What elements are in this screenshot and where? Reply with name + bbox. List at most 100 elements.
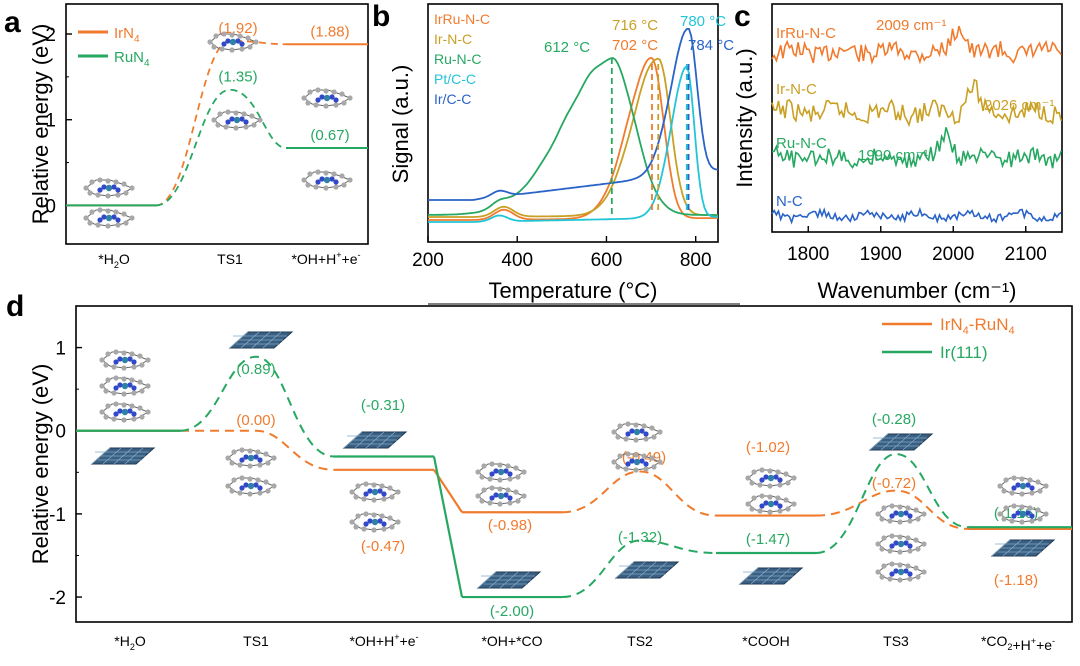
series-label: N-C — [776, 193, 803, 210]
x-tick-label: 600 — [591, 250, 623, 271]
series-label: Ir-N-C — [776, 81, 817, 98]
peak-label: 2026 cm⁻¹ — [984, 97, 1054, 114]
energy-value-label: (1.92) — [218, 20, 257, 37]
x-tick-label: 2000 — [932, 244, 974, 265]
panel-b-frame — [427, 3, 719, 243]
panel-a-y-axis-label: Relative energy (eV) — [28, 24, 53, 225]
molecule-icon — [82, 176, 136, 200]
molecule-icon — [348, 510, 402, 534]
energy-value-label: (0.89) — [236, 361, 275, 378]
legend-label: Ru-N-C — [434, 51, 481, 67]
y-tick-label: -2 — [49, 588, 66, 609]
panel-a-frame — [65, 3, 369, 245]
panel-letter-b: b — [372, 0, 390, 33]
molecule-icon — [874, 502, 928, 526]
reaction-path — [155, 39, 287, 207]
panel-c-y-axis-label: Intensity (a.u.) — [732, 48, 757, 187]
energy-value-label: (-1.18) — [994, 572, 1038, 589]
panel-a: 0 1 2 Relative energy (eV) *H2O TS1 *OH+H++e… — [28, 3, 369, 270]
category-label: TS1 — [243, 633, 269, 649]
y-tick-label: 1 — [55, 339, 66, 360]
x-tick-label: 1800 — [787, 244, 829, 265]
y-tick-label: -1 — [49, 505, 66, 526]
energy-value-label: (-0.28) — [872, 411, 916, 428]
energy-value-label: (-0.47) — [361, 538, 405, 555]
molecule-icon — [744, 466, 798, 490]
reaction-path — [179, 355, 335, 458]
category-label: TS3 — [883, 633, 909, 649]
panel-d: -2 -1 0 1 Relative energy (eV) *H2O TS1 *OH+H… — [28, 305, 1073, 653]
molecule-icon — [474, 484, 528, 508]
y-tick-label: 1 — [45, 111, 56, 132]
peak-label: 784 °C — [688, 37, 734, 54]
legend-label-irn4: IrN4 — [114, 25, 140, 45]
category-label: *OH+*CO — [481, 633, 542, 649]
molecule-icon — [98, 348, 152, 372]
panel-d-y-axis-label: Relative energy (eV) — [28, 364, 53, 565]
tpd-curve — [428, 64, 719, 223]
energy-value-label: (-1.02) — [746, 439, 790, 456]
legend-label-ir111: Ir(111) — [940, 343, 988, 362]
energy-value-label: (-0.98) — [488, 517, 532, 534]
reaction-path — [561, 470, 717, 517]
panel-letter-c: c — [734, 0, 751, 33]
category-label: *OH+H++e- — [349, 632, 418, 649]
molecule-icon — [996, 474, 1050, 498]
molecule-icon — [874, 532, 928, 556]
peak-label: 716 °C — [612, 17, 658, 34]
molecule-icon — [874, 560, 928, 584]
panel-letter-d: d — [6, 290, 24, 323]
ir-spectrum — [771, 25, 1062, 66]
slab-icon — [991, 539, 1055, 557]
x-tick-label: 2100 — [1005, 244, 1047, 265]
slab-icon — [91, 447, 155, 465]
panel-d-legend: IrN4-RuN4 Ir(111) — [882, 315, 1015, 362]
slab-icon — [343, 431, 407, 449]
peak-label: 612 °C — [544, 39, 590, 56]
molecule-icon — [474, 460, 528, 484]
molecule-icon — [224, 446, 278, 470]
ir-spectrum — [771, 206, 1062, 225]
x-tick-label: 200 — [412, 250, 444, 271]
slab-icon — [477, 571, 541, 589]
category-label: TS1 — [217, 251, 243, 267]
tpd-curve — [428, 57, 718, 216]
slab-icon — [739, 567, 803, 585]
category-label: *H2O — [98, 251, 130, 270]
x-tick-label: 800 — [680, 250, 712, 271]
panel-d-frame — [75, 305, 1073, 623]
molecule-icon — [300, 168, 354, 192]
energy-value-label: (-0.72) — [872, 475, 916, 492]
panel-b-y-axis-label: Signal (a.u.) — [388, 65, 413, 184]
reaction-path — [815, 489, 969, 530]
peak-label: 780 °C — [680, 13, 726, 30]
panel-b: 200 400 600 800 Signal (a.u.) Temperature (… — [388, 3, 734, 303]
molecule-icon — [82, 206, 136, 230]
energy-value-label: (0.00) — [236, 412, 275, 429]
slab-icon — [615, 561, 679, 579]
panel-b-legend: IrRu-N-C Ir-N-C Ru-N-C Pt/C-C Ir/C-C — [434, 11, 490, 107]
energy-value-label: (1.88) — [310, 23, 349, 40]
energy-value-label: (1.35) — [218, 69, 257, 86]
legend-label-irn4-run4: IrN4-RuN4 — [940, 315, 1015, 337]
y-tick-label: 0 — [45, 196, 56, 217]
peak-label: 2009 cm⁻¹ — [876, 17, 946, 34]
molecule-icon — [348, 480, 402, 504]
tpd-curve — [428, 27, 719, 201]
slab-icon — [869, 433, 933, 451]
ir-spectrum — [771, 78, 1063, 128]
legend-label: IrRu-N-C — [434, 11, 490, 27]
series-label: Ru-N-C — [776, 135, 827, 152]
molecule-icon — [98, 374, 152, 398]
category-label: *CO2+H++e- — [981, 633, 1055, 653]
category-label: TS2 — [627, 633, 653, 649]
molecule-icon — [610, 420, 664, 444]
category-label: *COOH — [742, 633, 789, 649]
panel-b-x-axis-label: Temperature (°C) — [489, 278, 658, 303]
x-tick-label: 400 — [501, 250, 533, 271]
x-tick-label: 1900 — [860, 244, 902, 265]
reaction-path — [155, 88, 287, 207]
energy-value-label: (-1.47) — [746, 531, 790, 548]
legend-label: Pt/C-C — [434, 71, 476, 87]
